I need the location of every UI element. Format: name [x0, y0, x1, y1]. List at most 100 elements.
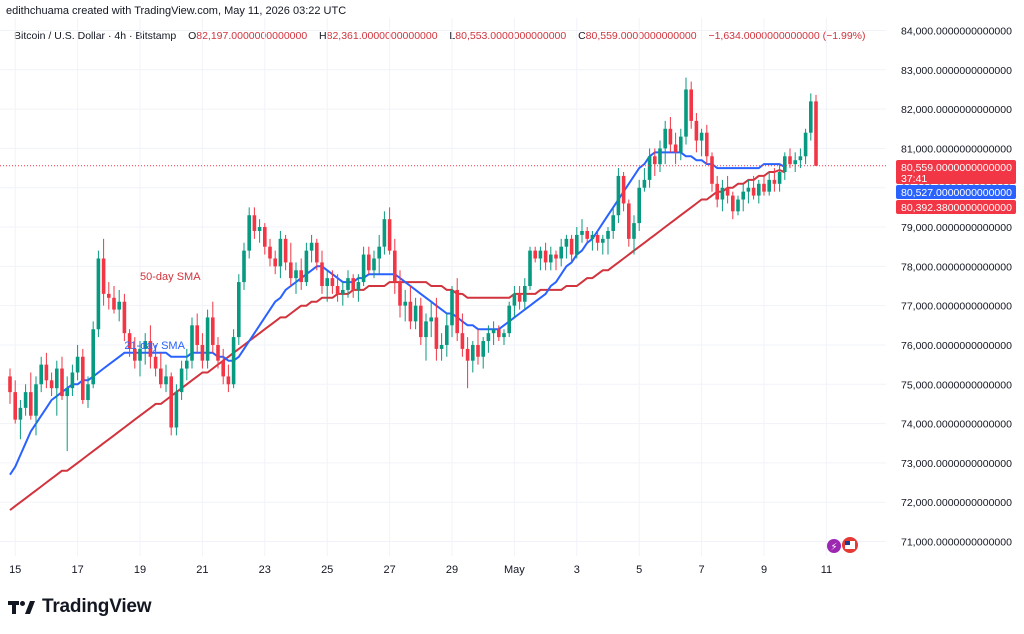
candle[interactable] [658, 140, 662, 173]
tradingview-logo[interactable]: TradingView [8, 596, 152, 618]
candle[interactable] [242, 242, 246, 290]
candle[interactable] [96, 250, 101, 338]
candle[interactable] [621, 172, 626, 212]
candle[interactable] [330, 270, 335, 294]
candle[interactable] [231, 329, 236, 389]
candle[interactable] [138, 341, 142, 377]
candle[interactable] [216, 337, 220, 369]
candle[interactable] [18, 399, 23, 440]
candle[interactable] [81, 348, 85, 404]
candle[interactable] [341, 282, 345, 306]
candle[interactable] [143, 333, 147, 365]
candle[interactable] [304, 242, 309, 286]
candle[interactable] [486, 325, 491, 353]
candle[interactable] [434, 297, 439, 361]
candle[interactable] [481, 337, 485, 369]
candle[interactable] [133, 337, 137, 369]
candle[interactable] [185, 348, 189, 381]
candle[interactable] [595, 230, 600, 251]
candle[interactable] [398, 270, 402, 318]
candle[interactable] [699, 128, 704, 157]
candle[interactable] [647, 148, 652, 188]
candle[interactable] [731, 191, 735, 220]
candle[interactable] [679, 128, 683, 161]
candle[interactable] [393, 238, 397, 294]
candle[interactable] [575, 227, 579, 259]
candle[interactable] [445, 313, 449, 357]
candle[interactable] [424, 313, 428, 361]
candle[interactable] [403, 289, 407, 322]
candle[interactable] [772, 168, 777, 192]
candle[interactable] [200, 333, 205, 369]
candle[interactable] [413, 297, 418, 330]
candle[interactable] [211, 301, 215, 353]
candle[interactable] [616, 168, 621, 224]
candle[interactable] [70, 364, 75, 397]
candle[interactable] [351, 274, 355, 298]
candle[interactable] [757, 179, 761, 204]
candle[interactable] [523, 278, 527, 310]
candle[interactable] [705, 124, 709, 165]
candle[interactable] [278, 230, 283, 279]
candle[interactable] [684, 77, 688, 145]
candle[interactable] [408, 286, 413, 330]
candle[interactable] [91, 321, 95, 389]
candle[interactable] [117, 289, 121, 322]
event-icons[interactable]: ⚡ [827, 537, 858, 553]
candle[interactable] [226, 364, 231, 393]
candle[interactable] [762, 175, 766, 196]
candle[interactable] [55, 360, 59, 416]
candle[interactable] [809, 93, 813, 141]
candle[interactable] [746, 179, 751, 204]
candle[interactable] [439, 333, 444, 361]
candle[interactable] [179, 360, 184, 400]
candle[interactable] [788, 148, 792, 169]
candle[interactable] [580, 219, 584, 243]
candle[interactable] [8, 368, 12, 404]
candle[interactable] [767, 172, 771, 196]
candle[interactable] [65, 376, 69, 452]
candle[interactable] [159, 352, 163, 389]
candle[interactable] [315, 238, 319, 271]
candle[interactable] [549, 246, 553, 271]
candle[interactable] [252, 207, 257, 239]
candle[interactable] [372, 250, 376, 279]
candle[interactable] [793, 152, 797, 173]
candle[interactable] [528, 246, 532, 290]
candle[interactable] [49, 372, 54, 397]
candle[interactable] [122, 293, 127, 342]
candle[interactable] [195, 313, 199, 353]
candle[interactable] [164, 364, 168, 393]
candle[interactable] [23, 384, 28, 416]
candle[interactable] [554, 250, 558, 271]
candle[interactable] [601, 234, 605, 255]
candle[interactable] [299, 258, 303, 290]
candle[interactable] [627, 199, 631, 247]
candle[interactable] [429, 301, 433, 338]
candle[interactable] [512, 286, 517, 318]
symbol-label[interactable]: Bitcoin / U.S. Dollar · 4h · Bitstamp [14, 30, 177, 42]
candle[interactable] [533, 246, 537, 263]
candle[interactable] [361, 246, 366, 286]
candle[interactable] [289, 242, 293, 286]
candle[interactable] [237, 274, 241, 345]
candle[interactable] [455, 278, 459, 342]
candle[interactable] [169, 372, 173, 436]
candle[interactable] [507, 301, 511, 338]
candles-layer[interactable] [8, 77, 818, 452]
candle[interactable] [309, 234, 314, 263]
candle[interactable] [419, 297, 423, 345]
candle[interactable] [107, 282, 111, 310]
candle[interactable] [814, 94, 818, 166]
candle[interactable] [564, 234, 569, 259]
candle[interactable] [777, 164, 782, 192]
candle[interactable] [263, 223, 267, 255]
candle[interactable] [798, 148, 803, 169]
candle[interactable] [450, 286, 454, 338]
candle[interactable] [294, 262, 298, 294]
candle[interactable] [273, 250, 277, 275]
candle[interactable] [377, 234, 381, 275]
candle[interactable] [538, 246, 543, 271]
candle[interactable] [715, 175, 719, 208]
